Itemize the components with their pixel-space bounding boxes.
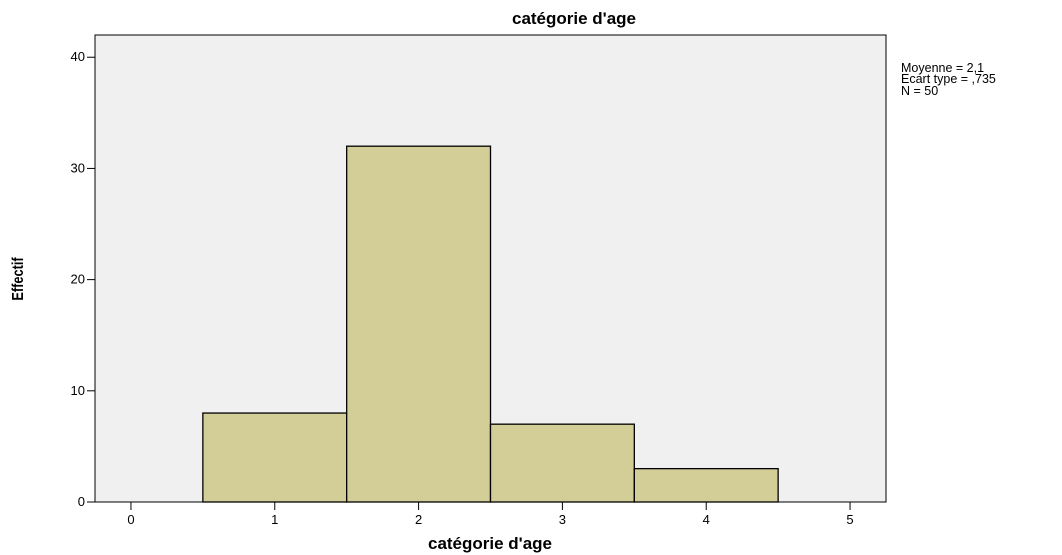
y-tick-label: 30 bbox=[71, 160, 85, 175]
histogram-bar bbox=[633, 467, 779, 503]
x-tick-label: 2 bbox=[415, 512, 422, 527]
y-tick-label: 20 bbox=[71, 272, 85, 287]
y-tick-label: 0 bbox=[78, 494, 85, 509]
chart-title: catégorie d'age bbox=[512, 9, 636, 28]
histogram-bar bbox=[489, 423, 635, 503]
stats-mean: Moyenne = 2,1 bbox=[901, 61, 984, 75]
x-tick-label: 1 bbox=[271, 512, 278, 527]
axes-group: 0 10 20 30 40 0 1 2 3 4 5 bbox=[71, 49, 854, 527]
histogram-bar bbox=[346, 145, 492, 503]
x-axis-title: catégorie d'age bbox=[428, 534, 552, 553]
y-axis-title: Effectif bbox=[10, 257, 28, 300]
stats-n: N = 50 bbox=[901, 84, 938, 98]
stats-box: Moyenne = 2,1 Ecart type = ,735 N = 50 bbox=[901, 61, 996, 98]
histogram-bar bbox=[202, 412, 348, 503]
x-tick-label: 0 bbox=[127, 512, 134, 527]
x-tick-label: 3 bbox=[559, 512, 566, 527]
bars-group bbox=[202, 145, 779, 503]
y-tick-label: 40 bbox=[71, 49, 85, 64]
stats-std-dev: Ecart type = ,735 bbox=[901, 72, 996, 86]
y-tick-label: 10 bbox=[71, 383, 85, 398]
x-tick-label: 4 bbox=[703, 512, 710, 527]
x-tick-label: 5 bbox=[846, 512, 853, 527]
